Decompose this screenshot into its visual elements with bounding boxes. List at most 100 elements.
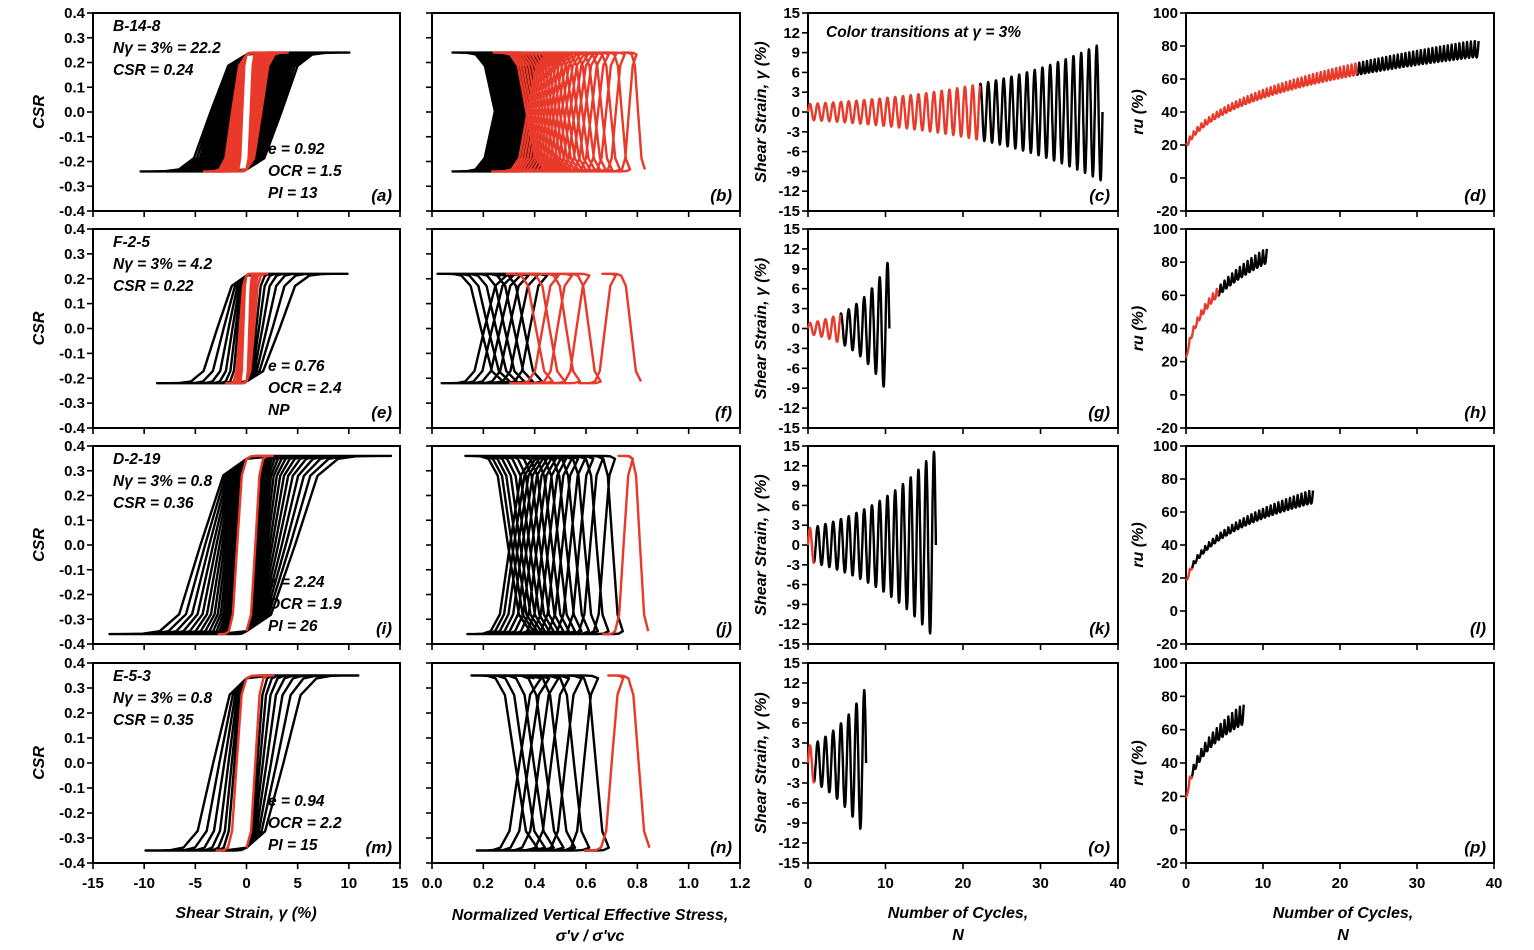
y-tick-label: 6 [792,281,800,298]
y-tick-label: 80 [1161,471,1178,488]
stress-strain-loop-m-pre [215,674,275,852]
stress-path-n-pre [583,674,651,852]
x-tick-label: 0.8 [627,875,648,892]
y-tick-label: -3 [787,557,800,574]
y-tick-label: 100 [1153,5,1178,22]
y-tick-label: -9 [787,380,800,397]
y-tick-label: 0.0 [64,537,85,554]
axes-layer [87,12,1495,869]
y-axis-title-ru: ru (%) [1130,740,1147,785]
void-ratio: e = 0.94 [268,793,325,810]
x-axis-title-strain: Shear Strain, γ (%) [175,905,316,922]
stress-path-b-post [451,51,545,173]
y-tick-label: 0.0 [64,755,85,772]
y-tick-label: -20 [1156,203,1178,220]
y-tick-label: -20 [1156,636,1178,653]
panel-label: (l) [1470,619,1486,638]
y-tick-label: -3 [787,775,800,792]
stress-path-j-pre [601,454,650,636]
x-tick-label: 15 [392,875,409,892]
ocr-value: OCR = 2.4 [268,380,342,397]
y-tick-label: 0.2 [64,705,85,722]
y-tick-label: 0.4 [64,655,86,672]
y-tick-label: 15 [783,655,800,672]
y-tick-label: 0.2 [64,271,85,288]
y-tick-label: 0 [1170,387,1178,404]
y-tick-label: 0 [792,755,800,772]
void-ratio: e = 2.24 [268,574,325,591]
specimen-id: E-5-3 [113,668,151,685]
plot-frame [1185,228,1495,429]
x-tick-label: 40 [1110,875,1127,892]
y-tick-label: 9 [792,478,800,495]
y-tick-label: 80 [1161,254,1178,271]
strain-history-g-post [839,261,891,388]
y-tick-label: 60 [1161,71,1178,88]
y-tick-label: -0.3 [59,830,85,847]
stress-path-n-post [470,674,610,852]
x-axis-title-cycles-n: N [952,927,964,944]
y-tick-label: 9 [792,261,800,278]
y-tick-label: 15 [783,438,800,455]
y-axis-title-strain: Shear Strain, γ (%) [753,258,770,399]
y-tick-label: 15 [783,5,800,22]
y-tick-label: 0.3 [64,246,85,263]
x-tick-label: 0.6 [576,875,597,892]
ru-history-d-post [1355,39,1480,76]
x-tick-label: 5 [293,875,301,892]
y-tick-label: -0.4 [59,420,86,437]
y-tick-label: 0.0 [64,321,85,338]
y-tick-label: 80 [1161,688,1178,705]
ocr-value: OCR = 1.9 [268,596,342,613]
y-tick-label: 6 [792,64,800,81]
specimen-id: B-14-8 [113,18,161,35]
y-tick-label: -6 [787,144,800,161]
y-tick-label: 12 [783,458,800,475]
y-tick-label: -15 [778,420,800,437]
y-tick-label: 100 [1153,655,1178,672]
y-tick-label: -0.3 [59,611,85,628]
panel-label: (e) [371,403,392,422]
y-tick-label: -0.1 [59,345,85,362]
y-axis-title-strain: Shear Strain, γ (%) [753,692,770,833]
x-tick-label: 0 [1182,875,1190,892]
x-tick-label: -10 [133,875,155,892]
stress-strain-loop-a-post [139,51,351,173]
strain-history-k-pre [806,526,815,565]
y-tick-label: 3 [792,301,800,318]
y-tick-label: -0.4 [59,636,86,653]
y-axis-title-strain: Shear Strain, γ (%) [753,474,770,615]
plot-frame [1185,12,1495,212]
x-tick-label: 40 [1486,875,1503,892]
curve-layer [108,39,1480,852]
void-ratio: e = 0.76 [268,358,325,375]
y-tick-label: 100 [1153,438,1178,455]
x-tick-label: 20 [955,875,972,892]
y-tick-label: 20 [1161,788,1178,805]
csr-value: CSR = 0.22 [113,278,194,295]
transition-note: Color transitions at γ = 3% [826,24,1021,41]
csr-value: CSR = 0.24 [113,62,194,79]
panel-label: (h) [1464,403,1486,422]
ru-history-p-post [1190,704,1245,778]
y-tick-label: 0 [1170,170,1178,187]
y-axis-title-csr: CSR [31,528,48,562]
panel-label: (k) [1089,619,1110,638]
y-tick-label: -0.2 [59,154,85,171]
y-axis-title-ru: ru (%) [1130,522,1147,567]
panel-label: (c) [1089,186,1110,205]
x-tick-label: 1.0 [678,875,699,892]
x-tick-label: 0.0 [422,875,443,892]
y-tick-label: 0 [1170,822,1178,839]
y-tick-label: -20 [1156,420,1178,437]
void-ratio: e = 0.92 [268,141,325,158]
y-tick-label: 0.4 [64,438,86,455]
y-tick-label: 20 [1161,570,1178,587]
csr-value: CSR = 0.35 [113,712,194,729]
x-tick-label: -5 [189,875,202,892]
y-tick-label: -3 [787,124,800,141]
x-tick-label: 30 [1409,875,1426,892]
pi-value: PI = 15 [268,837,318,854]
y-tick-label: -9 [787,163,800,180]
